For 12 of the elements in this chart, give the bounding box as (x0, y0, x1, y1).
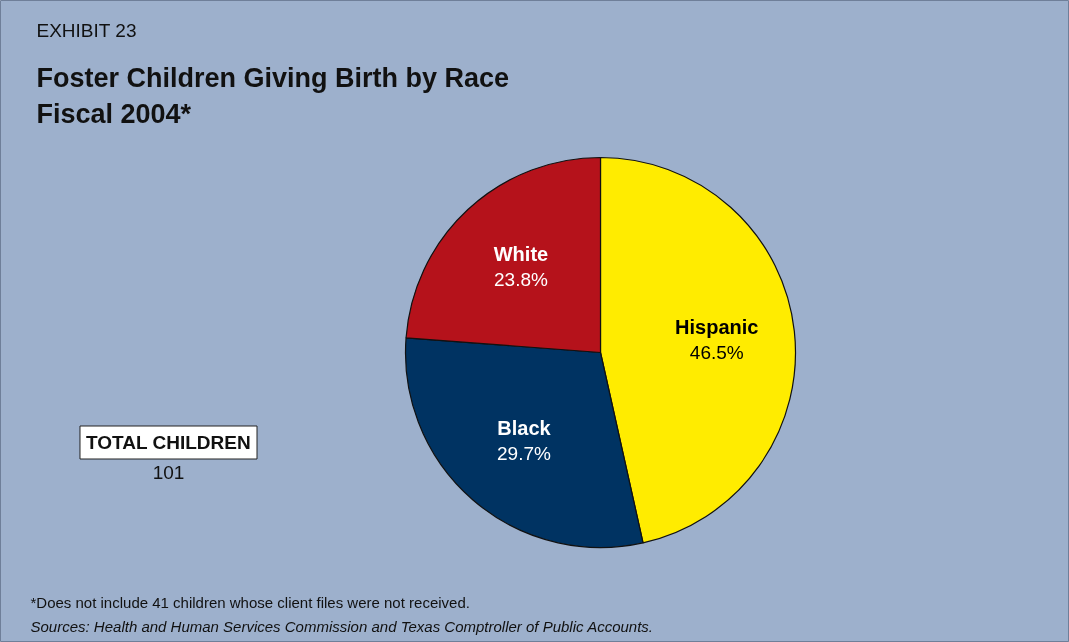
text: TOTAL CHILDREN (86, 432, 251, 453)
data-label: 46.5% (689, 341, 744, 363)
slice-label: White (493, 242, 549, 265)
slice-label: Black (497, 416, 552, 439)
data-label: 29.7% (497, 442, 551, 464)
data-label: 23.8% (494, 268, 548, 290)
source-note: Sources: Health and Human Services Commission and Texas Comptroller of Public Accounts. (30, 618, 653, 635)
chart-title: Foster Children Giving Birth by Race Fiscal 2004* (36, 62, 510, 129)
text: EXHIBIT 23 (36, 20, 137, 41)
text: *Does not include 41 children whose client files were not received. (30, 594, 470, 611)
slice-label: Hispanic (675, 315, 759, 338)
text: 101 (152, 462, 185, 483)
